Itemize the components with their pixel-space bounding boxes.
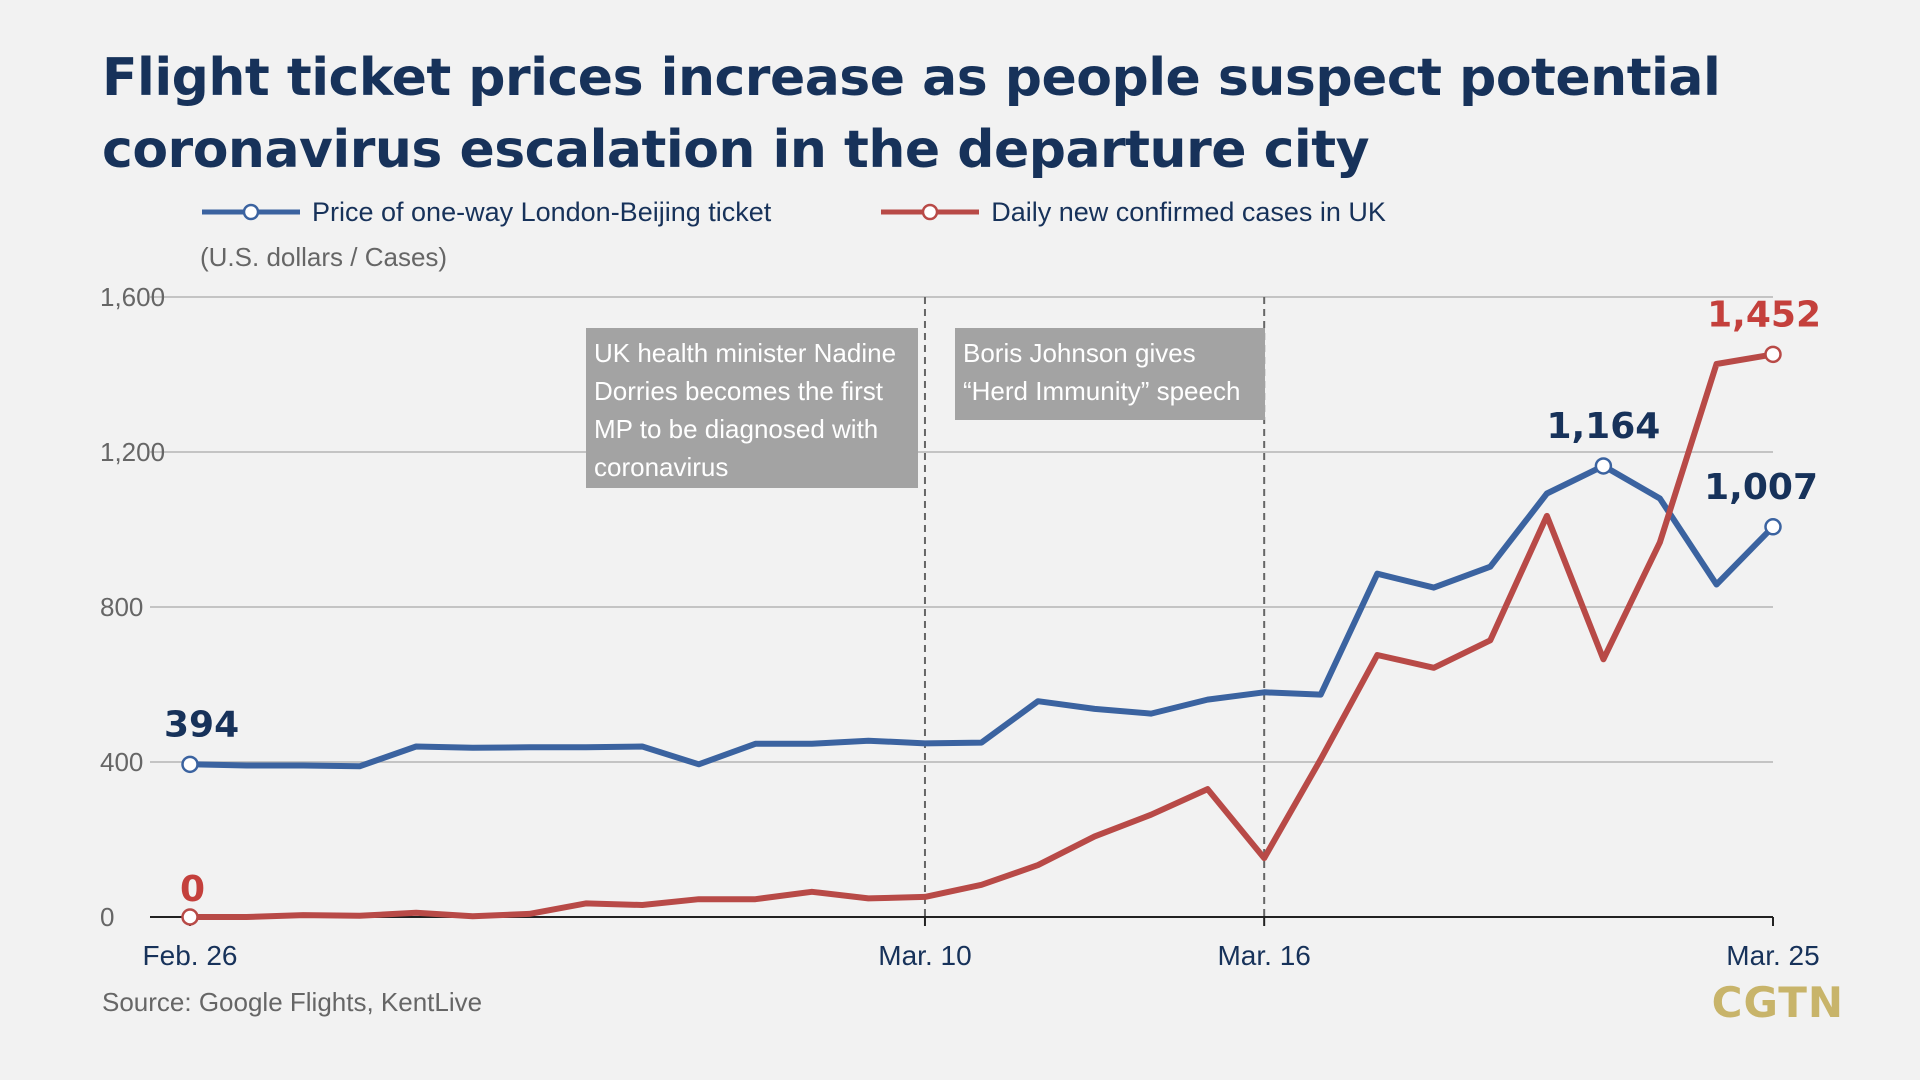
x-tick-label: Mar. 25 — [1726, 940, 1819, 971]
legend: Price of one-way London-Beijing ticket D… — [202, 192, 1496, 232]
x-tick-label: Feb. 26 — [143, 940, 238, 971]
y-tick-label: 1,600 — [100, 282, 165, 312]
cases-line — [187, 351, 1776, 920]
legend-item-cases: Daily new confirmed cases in UK — [881, 197, 1386, 228]
data-point-marker — [1764, 518, 1782, 536]
legend-swatch-price — [202, 203, 300, 221]
data-point-marker — [181, 755, 199, 774]
annotation-dorries: UK health minister Nadine Dorries become… — [586, 328, 918, 488]
legend-label-cases: Daily new confirmed cases in UK — [991, 196, 1386, 227]
y-tick-label: 0 — [100, 902, 114, 932]
data-point-marker — [1764, 345, 1782, 364]
data-point-marker — [181, 908, 199, 926]
annotation-herd-immunity: Boris Johnson gives “Herd Immunity” spee… — [955, 328, 1265, 420]
unit-label: (U.S. dollars / Cases) — [200, 242, 448, 272]
data-label: 0 — [180, 869, 205, 910]
x-tick-label: Mar. 16 — [1217, 940, 1310, 971]
data-label: 1,452 — [1707, 294, 1821, 335]
legend-label-price: Price of one-way London-Beijing ticket — [312, 196, 772, 227]
data-label: 1,007 — [1704, 467, 1818, 508]
price-line — [187, 462, 1776, 770]
y-tick-label: 400 — [100, 747, 143, 777]
source-note: Source: Google Flights, KentLive — [102, 987, 483, 1017]
legend-swatch-cases — [881, 203, 980, 221]
chart-title: Flight ticket prices increase as people … — [102, 48, 1721, 180]
data-label: 394 — [164, 704, 239, 745]
data-label: 1,164 — [1546, 406, 1660, 447]
y-tick-label: 800 — [100, 592, 143, 622]
x-tick-label: Mar. 10 — [878, 940, 971, 971]
y-tick-label: 1,200 — [100, 437, 165, 467]
legend-item-price: Price of one-way London-Beijing ticket — [202, 197, 771, 228]
cgtn-logo: CGTN — [1711, 978, 1844, 1027]
data-point-marker — [1594, 457, 1613, 475]
